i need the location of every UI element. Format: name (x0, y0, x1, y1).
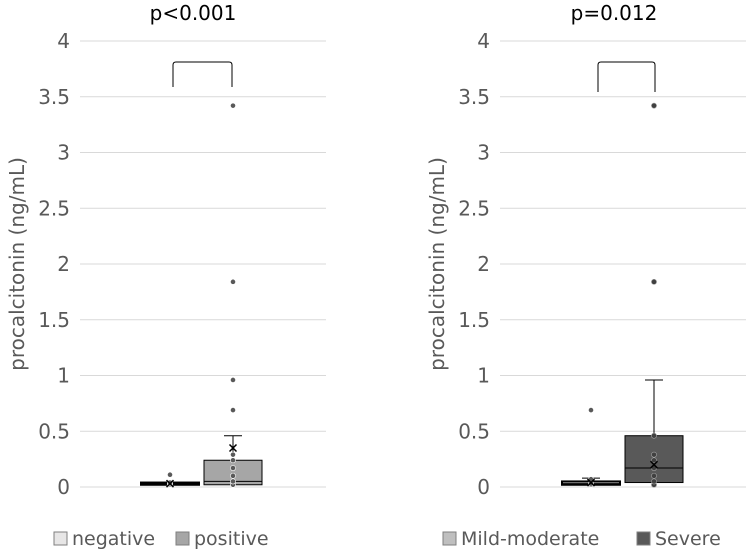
mean-marker (586, 478, 596, 487)
significance-bracket (172, 61, 233, 87)
y-tick-label: 2.5 (458, 196, 490, 220)
legend-label: Severe (655, 528, 721, 550)
data-point (651, 472, 657, 479)
y-tick-label: 1.5 (458, 308, 490, 332)
y-tick-label: 1.5 (38, 308, 70, 332)
y-tick-label: 0 (57, 475, 70, 499)
box-positive (203, 102, 263, 488)
y-tick-label: 0 (477, 475, 490, 499)
data-point (230, 407, 236, 413)
data-point (230, 102, 236, 109)
y-tick-label: 3 (477, 141, 490, 165)
y-tick-label: 0.5 (38, 419, 70, 443)
data-point (230, 377, 236, 383)
y-tick-label: 1 (477, 364, 490, 388)
y-tick-label: 1 (57, 364, 70, 388)
y-tick-label: 4 (57, 29, 70, 53)
data-point (651, 457, 657, 464)
data-point (230, 478, 236, 485)
data-point (230, 457, 236, 464)
data-point (651, 478, 657, 485)
mean-marker (165, 479, 175, 488)
box-negative (140, 471, 200, 488)
chart-1: 0 0.5 1 1.5 2 2.5 3 3.5 4 procalcitonin (ng/mL) p<… (5, 1, 326, 550)
box-mild-moderate (561, 407, 621, 488)
y-tick-label: 3.5 (38, 85, 70, 109)
chart-2: 0 0.5 1 1.5 2 2.5 3 3.5 4 procalcitonin (ng/mL) p=… (425, 1, 746, 550)
p-value-annotation: p=0.012 (571, 1, 658, 25)
y-tick-label: 3.5 (458, 85, 490, 109)
data-point (651, 451, 657, 458)
y-tick-label: 4 (477, 29, 490, 53)
y-tick-label: 3 (57, 141, 70, 165)
mean-marker (649, 460, 659, 469)
data-point (230, 451, 236, 458)
legend-label: negative (72, 528, 155, 550)
data-point (588, 407, 594, 413)
legend-swatch (53, 531, 68, 546)
y-axis-label: procalcitonin (ng/mL) (425, 157, 449, 371)
box-severe (624, 102, 684, 488)
legend-label: Mild-moderate (461, 528, 599, 550)
data-point (230, 465, 236, 471)
significance-bracket (597, 61, 656, 92)
data-point (651, 102, 657, 109)
data-point (167, 471, 173, 478)
mean-marker (228, 443, 238, 453)
y-tick-label: 2 (57, 252, 70, 276)
legend-swatch (636, 531, 651, 546)
data-point (230, 472, 236, 479)
y-tick-label: 2 (477, 252, 490, 276)
data-point (651, 278, 657, 285)
legend-swatch (175, 531, 190, 546)
y-axis-label: procalcitonin (ng/mL) (5, 157, 29, 371)
legend-swatch (442, 531, 457, 546)
data-point (230, 278, 236, 285)
y-tick-label: 0.5 (458, 419, 490, 443)
legend-label: positive (194, 528, 269, 550)
data-point (651, 432, 657, 439)
p-value-annotation: p<0.001 (150, 1, 237, 25)
y-tick-label: 2.5 (38, 196, 70, 220)
data-point (167, 479, 173, 486)
